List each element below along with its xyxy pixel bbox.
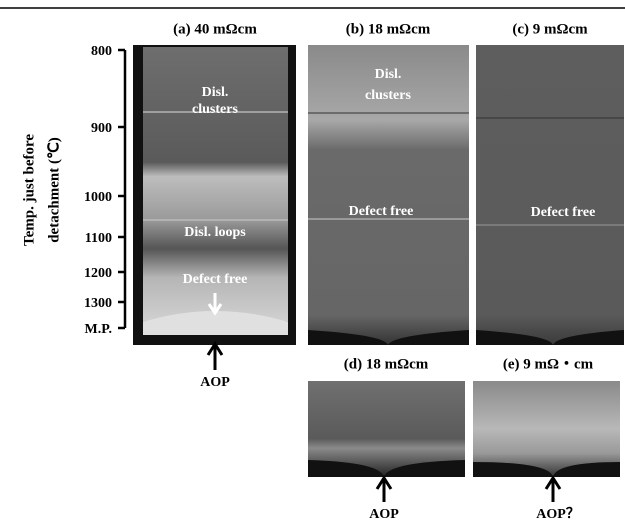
- annotation: Disl. loops: [184, 225, 246, 240]
- aop-label: AOP: [200, 375, 230, 390]
- tick-label: M.P.: [85, 322, 112, 337]
- panel-title: (b) 18 mΩcm: [346, 21, 431, 37]
- tick-label: 1200: [84, 266, 112, 281]
- annotation: Defect free: [531, 205, 596, 220]
- annotation: clusters: [365, 88, 411, 103]
- panel-b: (b) 18 mΩcm Disl. clusters Defect free: [308, 21, 469, 345]
- panel-title: (d) 18 mΩcm: [344, 356, 429, 372]
- tick-label: 900: [91, 121, 112, 136]
- topograph: [476, 45, 624, 345]
- annotation: Defect free: [183, 272, 248, 287]
- panel-a: (a) 40 mΩcm Disl. clusters Disl. loops D…: [133, 21, 296, 390]
- tick-label: 800: [91, 44, 112, 59]
- aop-label: AOP: [369, 507, 399, 522]
- aop-label: AOP？: [536, 506, 580, 522]
- axis-label: Temp. just before: [21, 134, 37, 246]
- annotation: Disl.: [202, 85, 229, 100]
- arrow: [208, 344, 222, 370]
- tick-label: 1300: [84, 296, 112, 311]
- annotation: Defect free: [349, 204, 414, 219]
- panel-title: (a) 40 mΩcm: [173, 21, 257, 37]
- tick-label: 1100: [85, 231, 112, 246]
- panel-c: (c) 9 mΩcm Defect free: [476, 21, 624, 345]
- arrow: [377, 478, 391, 502]
- figure: Temp. just before detachment (℃) 800 900…: [0, 0, 625, 525]
- annotation: clusters: [192, 102, 238, 117]
- axis-label: detachment (℃): [46, 137, 62, 243]
- panel-title: (e) 9 mΩ・cm: [503, 356, 594, 372]
- annotation: Disl.: [375, 67, 402, 82]
- y-axis: Temp. just before detachment (℃) 800 900…: [21, 44, 125, 337]
- arrow: [546, 478, 560, 502]
- panel-title: (c) 9 mΩcm: [512, 21, 588, 37]
- panel-d: (d) 18 mΩcm AOP: [308, 356, 465, 522]
- panel-e: (e) 9 mΩ・cm AOP？: [473, 356, 620, 522]
- tick-label: 1000: [84, 190, 112, 205]
